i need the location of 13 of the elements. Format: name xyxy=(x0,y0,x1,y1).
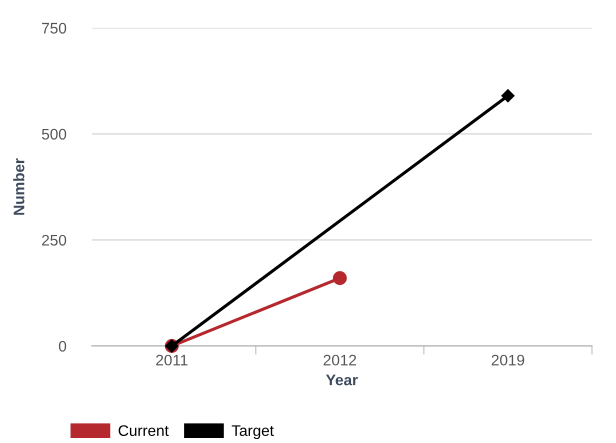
point xyxy=(501,89,515,102)
x-axis-title: Year xyxy=(326,374,358,386)
y-tick-label: 750 xyxy=(42,22,66,34)
y-tick-label: 0 xyxy=(58,340,66,352)
legend-label: Target xyxy=(232,425,274,440)
y-tick-label: 250 xyxy=(42,234,66,246)
x-tick-label: 2011 xyxy=(156,354,188,366)
y-axis-title: Number xyxy=(13,158,24,215)
y-tick-label: 500 xyxy=(42,128,66,140)
legend-label: Current xyxy=(118,425,169,436)
x-tick-label: 2019 xyxy=(492,354,524,366)
x-tick-label: 2012 xyxy=(324,354,356,366)
point xyxy=(332,271,347,286)
